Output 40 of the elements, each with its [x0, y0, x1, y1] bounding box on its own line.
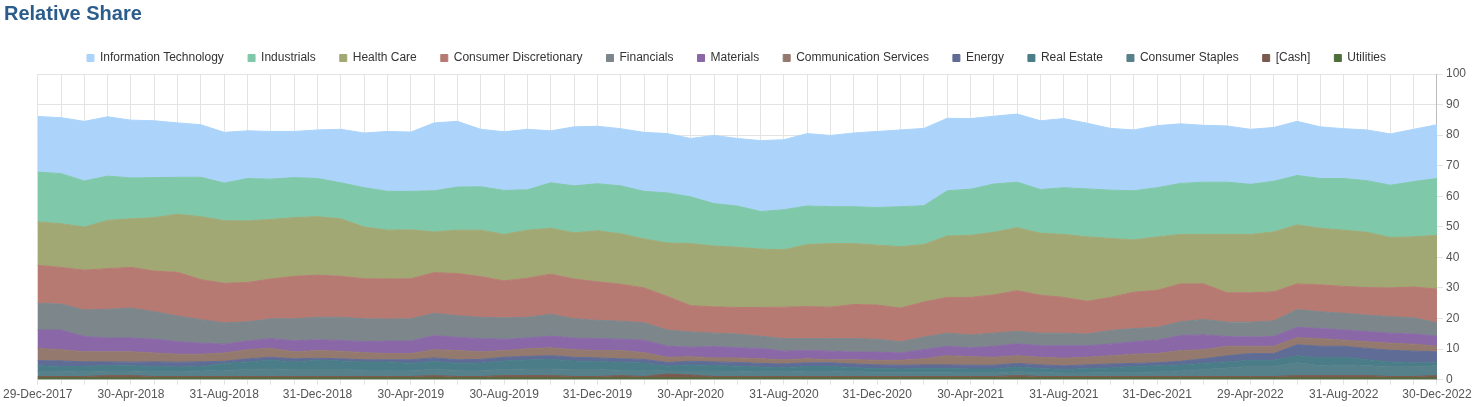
y-tick-label: 70	[1445, 157, 1460, 172]
legend-label: Health Care	[352, 50, 418, 65]
legend-label: Utilities	[1347, 50, 1387, 65]
legend-label: Materials	[710, 50, 760, 65]
y-tick-label: 20	[1445, 310, 1460, 325]
x-tick-label: 31-Aug-2018	[189, 387, 260, 402]
x-tick-label: 29-Apr-2022	[1217, 387, 1285, 402]
y-tick-label: 60	[1445, 188, 1460, 203]
legend-label: Communication Services	[796, 50, 929, 65]
x-tick-label: 31-Aug-2021	[1029, 387, 1099, 402]
x-tick-label: 30-Dec-2022	[1402, 387, 1472, 402]
x-tick-label: 31-Dec-2019	[562, 387, 633, 402]
chart-title: Relative Share	[4, 1, 142, 24]
x-tick-label: 31-Dec-2018	[282, 387, 353, 402]
legend-label: Financials	[619, 50, 674, 65]
legend-label: Energy	[965, 50, 1004, 65]
y-tick-label: 50	[1445, 219, 1460, 234]
legend-label: Industrials	[261, 50, 316, 65]
y-tick-label: 100	[1445, 66, 1467, 81]
y-tick-label: 0	[1445, 371, 1453, 386]
legend-label: Consumer Discretionary	[453, 50, 583, 65]
x-tick-label: 30-Apr-2020	[657, 387, 725, 402]
y-tick-label: 90	[1445, 96, 1460, 111]
x-tick-label: 31-Dec-2021	[1122, 387, 1193, 402]
x-tick-label: 31-Aug-2020	[749, 387, 819, 402]
y-tick-label: 40	[1445, 249, 1460, 264]
legend-label: Information Technology	[99, 50, 224, 65]
legend-label: [Cash]	[1275, 50, 1311, 65]
x-tick-label: 30-Apr-2018	[97, 387, 165, 402]
y-tick-label: 80	[1445, 127, 1460, 142]
x-tick-label: 29-Dec-2017	[3, 387, 73, 402]
x-tick-label: 30-Apr-2019	[377, 387, 445, 402]
x-tick-label: 31-Aug-2022	[1309, 387, 1379, 402]
x-tick-label: 31-Dec-2020	[842, 387, 913, 402]
x-tick-label: 30-Aug-2019	[469, 387, 540, 402]
legend-label: Real Estate	[1040, 50, 1104, 65]
legend-label: Consumer Staples	[1139, 50, 1239, 65]
y-tick-label: 30	[1445, 280, 1460, 295]
x-tick-label: 30-Apr-2021	[937, 387, 1005, 402]
y-tick-label: 10	[1445, 341, 1460, 356]
